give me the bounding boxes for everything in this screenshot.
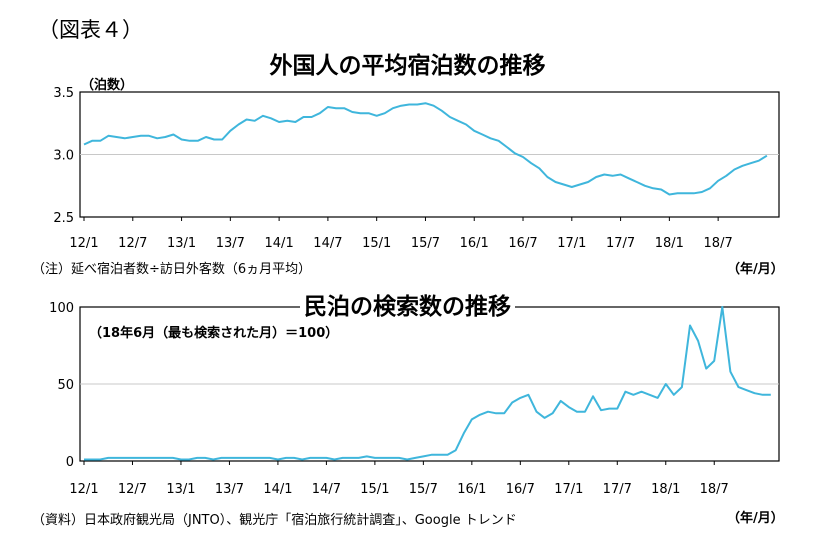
- chart2-x-tick-label: 15/7: [409, 482, 438, 497]
- figure-label: （図表４）: [38, 18, 143, 42]
- chart2-x-tick-label: 16/7: [506, 482, 535, 497]
- chart1-title: 外国人の平均宿泊数の推移: [269, 53, 546, 79]
- chart2-x-tick-label: 17/1: [554, 482, 583, 497]
- chart1-y-unit-label: （泊数）: [81, 78, 134, 93]
- chart1-x-tick-label: 12/7: [118, 236, 147, 251]
- chart2-x-tick-label: 12/1: [69, 482, 98, 497]
- chart1-x-tick-label: 17/1: [557, 236, 586, 251]
- chart1-x-tick-label: 17/7: [606, 236, 635, 251]
- chart1-x-tick-label: 18/1: [655, 236, 684, 251]
- chart1-note: （注）延べ宿泊者数÷訪日外客数（6ヵ月平均）: [32, 262, 312, 277]
- chart2-x-unit-label: （年/月）: [727, 511, 784, 526]
- chart1-y-tick-label: 3.0: [53, 149, 74, 164]
- chart2-source-note: （資料）日本政府観光局（JNTO）、観光庁「宿泊旅行統計調査」、Google ト…: [32, 513, 517, 528]
- chart2-x-tick-label: 12/7: [118, 482, 147, 497]
- chart2-y-tick-label: 0: [66, 455, 74, 470]
- chart2-series-line: [84, 306, 771, 461]
- chart1-series-line: [83, 102, 768, 196]
- chart1-x-tick-label: 15/7: [411, 236, 440, 251]
- chart2-x-tick-label: 13/7: [215, 482, 244, 497]
- chart1-x-tick-label: 13/1: [167, 236, 196, 251]
- chart2-title-wrap: 民泊の検索数の推移: [0, 287, 815, 321]
- chart2-x-tick-label: 14/7: [312, 482, 341, 497]
- chart1-x-tick-label: 16/1: [460, 236, 489, 251]
- chart1-x-tick-label: 12/1: [69, 236, 98, 251]
- chart2-x-tick-label: 16/1: [457, 482, 486, 497]
- chart1-x-tick-label: 18/7: [704, 236, 733, 251]
- chart1-x-tick-label: 14/7: [313, 236, 342, 251]
- chart2-y-tick-label: 50: [57, 378, 74, 393]
- chart2-x-tick-label: 13/1: [166, 482, 195, 497]
- chart2-x-tick-label: 18/1: [651, 482, 680, 497]
- chart1-x-unit-label: （年/月）: [727, 262, 784, 277]
- chart2-x-tick-label: 17/7: [603, 482, 632, 497]
- chart1-y-tick-label: 3.5: [53, 86, 74, 101]
- chart2-y-tick-label: 100: [49, 301, 74, 316]
- chart1-x-tick-label: 14/1: [265, 236, 294, 251]
- chart2-x-tick-label: 15/1: [360, 482, 389, 497]
- chart1-x-tick-label: 13/7: [216, 236, 245, 251]
- chart1-y-tick-label: 2.5: [53, 211, 74, 226]
- chart2-y-unit-label: （18年6月（最も検索された月）＝100）: [89, 326, 339, 341]
- chart2-x-tick-label: 18/7: [700, 482, 729, 497]
- chart2-x-tick-label: 14/1: [263, 482, 292, 497]
- chart1-x-tick-label: 15/1: [362, 236, 391, 251]
- chart1-x-tick-label: 16/7: [508, 236, 537, 251]
- chart2-title: 民泊の検索数の推移: [300, 294, 515, 320]
